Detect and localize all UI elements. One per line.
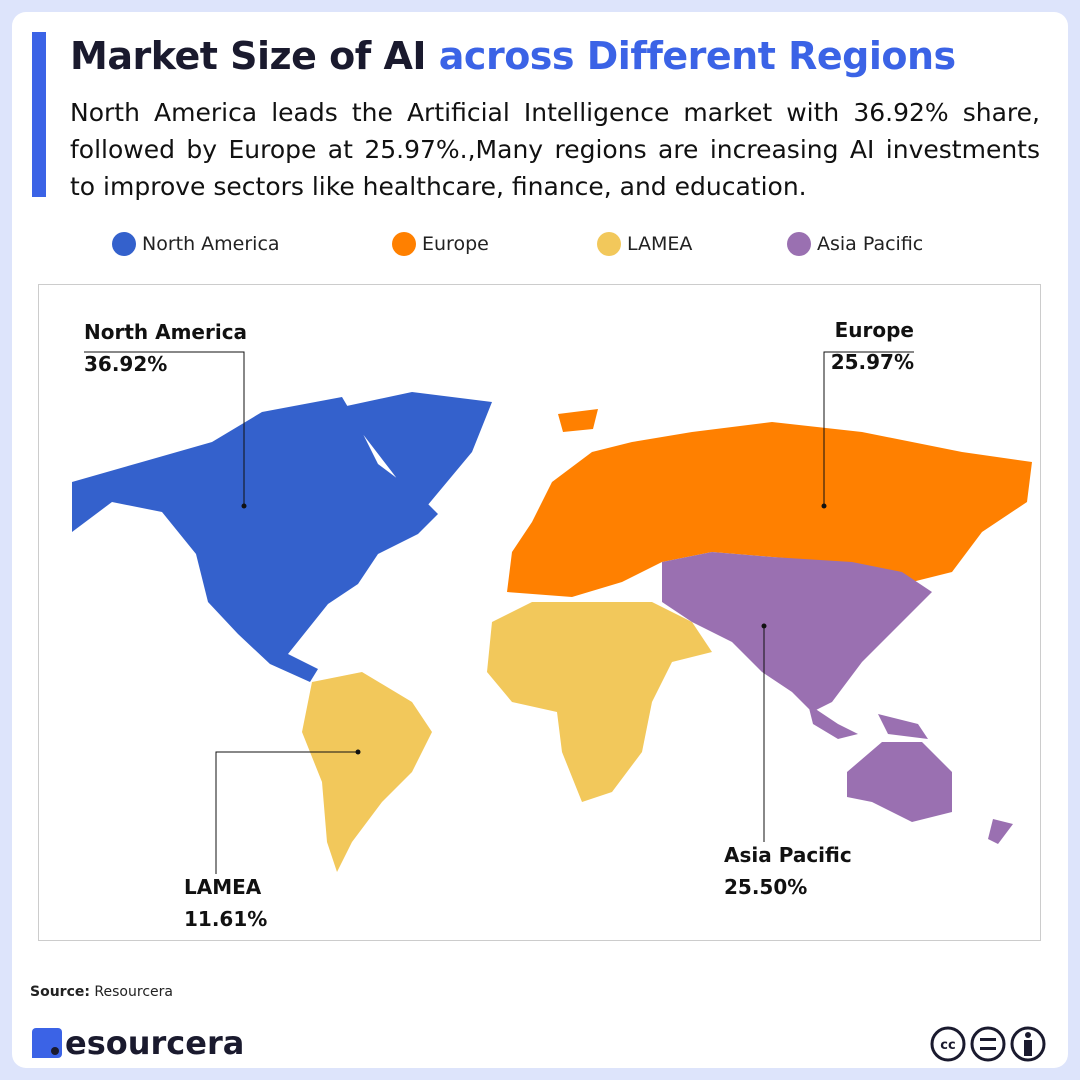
legend-swatch [392, 232, 416, 256]
title-highlight: across Different Regions [438, 34, 956, 78]
accent-bar [32, 32, 46, 197]
legend-label: Europe [422, 233, 489, 255]
source-text: Resourcera [94, 984, 173, 1000]
legend-label: Asia Pacific [817, 233, 924, 255]
legend-swatch [112, 232, 136, 256]
brand-name: esourcera [65, 1024, 245, 1062]
legend-label: North America [142, 233, 280, 255]
region-value: 25.50% [724, 875, 807, 899]
region [302, 602, 712, 872]
license-icons: cc [930, 1026, 1046, 1062]
source: Source: Resourcera [30, 984, 173, 1000]
leader-dot [761, 623, 767, 629]
map: North America 36.92% Europe 25.97% LAMEA 11.6… [38, 284, 1041, 941]
card: Market Size of AI across Different Regio… [12, 12, 1068, 1068]
svg-text:cc: cc [940, 1038, 955, 1053]
title-main: Market Size of AI [70, 34, 427, 78]
region [72, 392, 492, 682]
legend-label: LAMEA [627, 233, 693, 255]
region [662, 552, 1013, 844]
leader-line [84, 351, 245, 506]
region [507, 409, 1032, 597]
region-name: North America [84, 320, 247, 344]
leader-line [823, 351, 914, 506]
brand-icon [32, 1028, 62, 1058]
region-value: 25.97% [831, 350, 914, 374]
region-name: Asia Pacific [724, 843, 852, 867]
region-value: 36.92% [84, 352, 167, 376]
region-name: LAMEA [184, 875, 262, 899]
legend-item: LAMEA [597, 232, 787, 256]
leader-dot [821, 503, 827, 509]
region-value: 11.61% [184, 907, 267, 931]
legend-swatch [787, 232, 811, 256]
title: Market Size of AI across Different Regio… [70, 34, 956, 78]
legend-swatch [597, 232, 621, 256]
source-label: Source: [30, 984, 90, 1000]
brand: esourcera [32, 1024, 244, 1062]
leader-line [215, 751, 358, 874]
subtitle: North America leads the Artificial Intel… [70, 98, 1040, 201]
legend: North America Europe LAMEA Asia Pacific [112, 232, 987, 256]
legend-item: North America [112, 232, 392, 256]
legend-item: Asia Pacific [787, 232, 987, 256]
legend-item: Europe [392, 232, 597, 256]
leader-dot [241, 503, 247, 509]
leader-dot [355, 749, 361, 755]
region-name: Europe [835, 318, 914, 342]
